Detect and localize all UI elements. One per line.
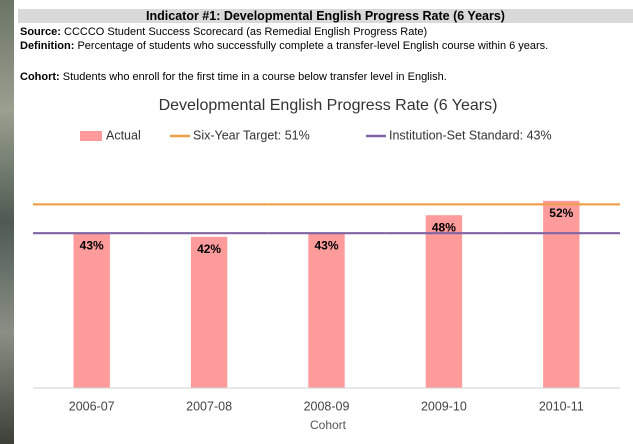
data-label: 43% — [80, 238, 104, 252]
chart-title: Developmental English Progress Rate (6 Y… — [159, 97, 498, 114]
x-tick-label: 2009-10 — [421, 399, 467, 413]
page: Indicator #1: Developmental English Prog… — [0, 0, 633, 444]
data-label: 43% — [314, 238, 338, 252]
bar — [74, 233, 110, 388]
bar — [191, 237, 227, 388]
legend-label: Institution-Set Standard: 43% — [389, 128, 552, 142]
x-tick-label: 2007-08 — [186, 399, 232, 413]
bar — [426, 215, 462, 388]
x-axis-label: Cohort — [310, 418, 347, 432]
x-tick-label: 2010-11 — [539, 399, 584, 413]
bar — [543, 201, 579, 388]
bar — [308, 233, 344, 388]
legend-label: Actual — [106, 128, 141, 142]
legend-swatch — [80, 131, 102, 141]
legend-label: Six-Year Target: 51% — [193, 128, 310, 142]
chart: Developmental English Progress Rate (6 Y… — [0, 0, 633, 444]
data-label: 52% — [549, 206, 573, 220]
data-label: 48% — [432, 220, 456, 234]
data-label: 42% — [197, 242, 221, 256]
x-tick-label: 2008-09 — [304, 399, 350, 413]
x-tick-label: 2006-07 — [69, 399, 115, 413]
